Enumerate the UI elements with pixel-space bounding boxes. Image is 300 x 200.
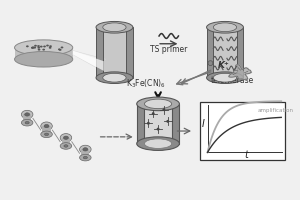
Ellipse shape [38,49,40,51]
Polygon shape [145,104,172,144]
Ellipse shape [103,23,126,32]
Ellipse shape [49,45,52,47]
Ellipse shape [31,47,34,49]
Ellipse shape [44,133,49,136]
Ellipse shape [208,61,213,66]
Text: K⁺: K⁺ [218,61,230,70]
Polygon shape [137,104,145,144]
Ellipse shape [58,48,61,50]
Ellipse shape [83,148,88,151]
Ellipse shape [32,46,34,48]
Polygon shape [14,48,73,59]
Polygon shape [213,27,237,78]
Ellipse shape [137,137,179,150]
Ellipse shape [38,47,40,49]
Ellipse shape [14,40,73,55]
Ellipse shape [64,136,68,139]
Ellipse shape [60,134,72,142]
Ellipse shape [145,139,172,148]
FancyBboxPatch shape [200,102,285,160]
Polygon shape [96,27,103,78]
Ellipse shape [44,124,49,128]
Ellipse shape [162,108,165,111]
Ellipse shape [40,46,43,48]
Ellipse shape [166,120,169,123]
Ellipse shape [96,21,133,33]
Polygon shape [207,27,213,78]
Text: amplification: amplification [258,108,294,113]
Ellipse shape [96,72,133,84]
Polygon shape [62,138,70,146]
Ellipse shape [42,49,45,51]
Ellipse shape [14,52,73,67]
Ellipse shape [21,110,33,119]
Ellipse shape [64,145,68,147]
Ellipse shape [31,47,34,49]
Text: TS primer: TS primer [150,45,188,54]
Ellipse shape [25,121,29,124]
Ellipse shape [157,128,160,131]
Ellipse shape [46,45,49,47]
Polygon shape [73,51,104,71]
Polygon shape [229,65,251,80]
Ellipse shape [152,112,155,115]
Ellipse shape [59,49,62,51]
Polygon shape [172,104,179,144]
Ellipse shape [34,45,37,47]
Text: telomerase: telomerase [211,76,254,85]
Ellipse shape [61,46,63,48]
Ellipse shape [145,99,172,109]
Ellipse shape [137,97,179,111]
Polygon shape [126,27,133,78]
Polygon shape [23,114,31,123]
Ellipse shape [33,47,36,49]
Ellipse shape [147,122,150,125]
Ellipse shape [21,119,33,126]
Polygon shape [237,27,243,78]
Ellipse shape [213,73,237,82]
Ellipse shape [26,45,29,47]
Polygon shape [42,126,51,134]
Ellipse shape [213,23,237,32]
Ellipse shape [41,131,52,138]
Ellipse shape [207,21,243,33]
Text: $\mathregular{K_3Fe(CN)_6}$: $\mathregular{K_3Fe(CN)_6}$ [126,77,166,90]
Ellipse shape [80,154,91,161]
Ellipse shape [80,145,91,153]
Ellipse shape [83,156,87,159]
Ellipse shape [103,73,126,82]
Ellipse shape [41,122,52,130]
Text: I: I [201,119,204,129]
Ellipse shape [25,113,30,116]
Ellipse shape [43,45,46,47]
Ellipse shape [37,45,40,47]
Polygon shape [81,149,89,158]
Text: t: t [244,150,248,160]
Ellipse shape [207,72,243,84]
Ellipse shape [49,47,52,49]
Ellipse shape [60,143,72,149]
Polygon shape [103,27,126,78]
